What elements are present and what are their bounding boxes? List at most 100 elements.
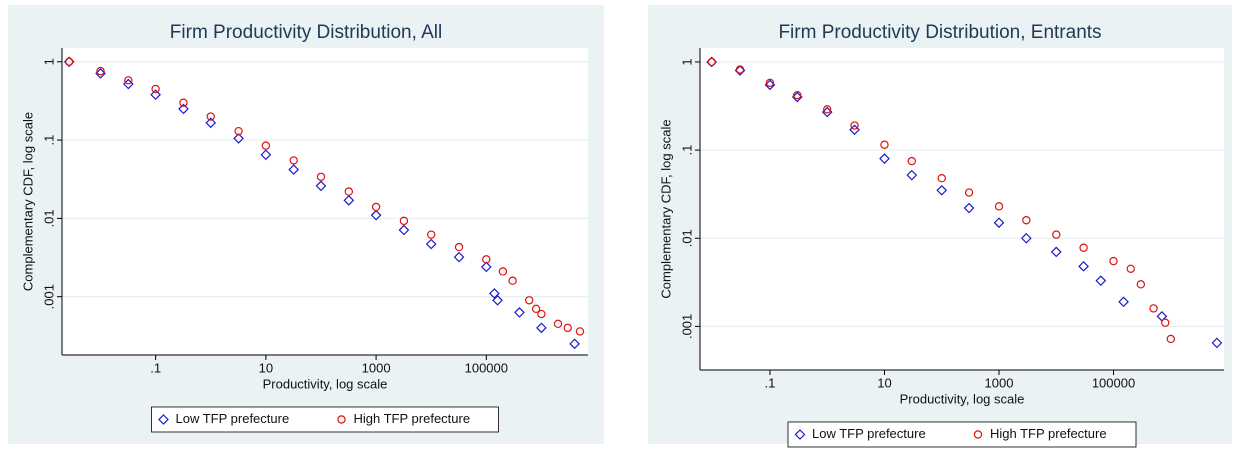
y-tick-label: .001 bbox=[41, 284, 56, 309]
point bbox=[508, 276, 517, 285]
y-tick-label: .01 bbox=[679, 229, 694, 247]
point bbox=[575, 327, 585, 336]
point bbox=[124, 76, 133, 85]
point bbox=[315, 180, 327, 192]
point bbox=[1149, 304, 1158, 313]
point bbox=[205, 117, 217, 129]
point bbox=[880, 140, 889, 149]
x-tick-label: 1000 bbox=[985, 375, 1014, 390]
point bbox=[343, 194, 355, 206]
point bbox=[1166, 334, 1175, 344]
point bbox=[850, 121, 859, 130]
point bbox=[498, 267, 508, 276]
point bbox=[399, 216, 409, 226]
x-tick-label: 100000 bbox=[465, 360, 508, 375]
point bbox=[480, 261, 492, 273]
point bbox=[289, 156, 298, 165]
point bbox=[260, 149, 272, 161]
chart-title: Firm Productivity Distribution, All bbox=[170, 22, 442, 43]
legend-label: Low TFP prefecture bbox=[176, 411, 290, 426]
point bbox=[793, 90, 802, 100]
point bbox=[1109, 256, 1118, 266]
point bbox=[907, 156, 917, 166]
point bbox=[531, 304, 541, 314]
point bbox=[150, 89, 161, 101]
y-tick-label: .01 bbox=[41, 209, 56, 227]
point bbox=[1136, 280, 1146, 289]
point bbox=[151, 84, 160, 94]
legend-marker bbox=[973, 430, 983, 439]
chart-title: Firm Productivity Distribution, Entrants bbox=[778, 22, 1101, 43]
point bbox=[569, 338, 580, 350]
point bbox=[879, 153, 890, 164]
point bbox=[1022, 216, 1031, 225]
point bbox=[179, 98, 188, 107]
point bbox=[1126, 264, 1135, 274]
point bbox=[994, 202, 1004, 211]
x-axis-title: Productivity, log scale bbox=[900, 391, 1025, 406]
point bbox=[261, 141, 271, 150]
point bbox=[1211, 337, 1223, 349]
point bbox=[344, 187, 354, 196]
point bbox=[453, 251, 465, 263]
point bbox=[936, 184, 948, 196]
x-tick-label: 100000 bbox=[1092, 375, 1135, 390]
y-axis-title: Complementary CDF, log scale bbox=[658, 119, 673, 298]
point bbox=[1078, 260, 1089, 272]
legend-label: High TFP prefecture bbox=[990, 426, 1107, 441]
y-tick-label: 1 bbox=[41, 58, 56, 65]
point bbox=[514, 307, 525, 318]
point bbox=[563, 323, 572, 333]
point bbox=[536, 322, 547, 334]
point bbox=[524, 296, 534, 305]
x-tick-label: 10 bbox=[259, 360, 273, 375]
x-axis-title: Productivity, log scale bbox=[263, 376, 388, 391]
x-tick-label: .1 bbox=[150, 360, 161, 375]
point bbox=[398, 224, 410, 236]
legend bbox=[151, 406, 499, 433]
point bbox=[370, 209, 382, 221]
x-tick-label: 10 bbox=[877, 375, 891, 390]
legend-marker bbox=[794, 429, 806, 440]
point bbox=[454, 242, 464, 252]
point bbox=[1079, 243, 1088, 252]
legend-label: High TFP prefecture bbox=[354, 411, 471, 426]
y-axis-title: Complementary CDF, log scale bbox=[20, 112, 35, 291]
y-tick-label: .1 bbox=[679, 145, 694, 156]
point bbox=[288, 164, 300, 175]
point bbox=[206, 112, 215, 121]
point bbox=[426, 230, 436, 239]
point bbox=[537, 309, 546, 319]
legend-label: Low TFP prefecture bbox=[812, 426, 926, 441]
y-tick-label: .001 bbox=[679, 314, 694, 339]
x-tick-label: 1000 bbox=[362, 360, 391, 375]
point bbox=[492, 294, 503, 306]
point bbox=[553, 319, 563, 329]
point bbox=[993, 217, 1005, 229]
point bbox=[233, 133, 244, 144]
point bbox=[937, 173, 946, 183]
legend bbox=[787, 421, 1137, 448]
point bbox=[1052, 230, 1061, 239]
point bbox=[964, 188, 974, 197]
point bbox=[707, 57, 716, 67]
point bbox=[963, 202, 975, 214]
legend-marker bbox=[337, 415, 346, 424]
point bbox=[425, 238, 437, 250]
point bbox=[1161, 318, 1170, 327]
point bbox=[316, 172, 326, 181]
plot-area bbox=[62, 48, 588, 355]
point bbox=[234, 126, 243, 136]
point bbox=[96, 66, 105, 76]
point bbox=[489, 288, 500, 299]
point bbox=[64, 57, 74, 66]
x-tick-label: .1 bbox=[765, 375, 776, 390]
point bbox=[735, 65, 745, 74]
y-tick-label: 1 bbox=[679, 58, 694, 65]
point bbox=[1020, 232, 1032, 244]
legend-marker bbox=[158, 414, 169, 425]
point bbox=[482, 255, 491, 264]
point bbox=[1118, 296, 1129, 308]
point bbox=[1095, 275, 1107, 287]
